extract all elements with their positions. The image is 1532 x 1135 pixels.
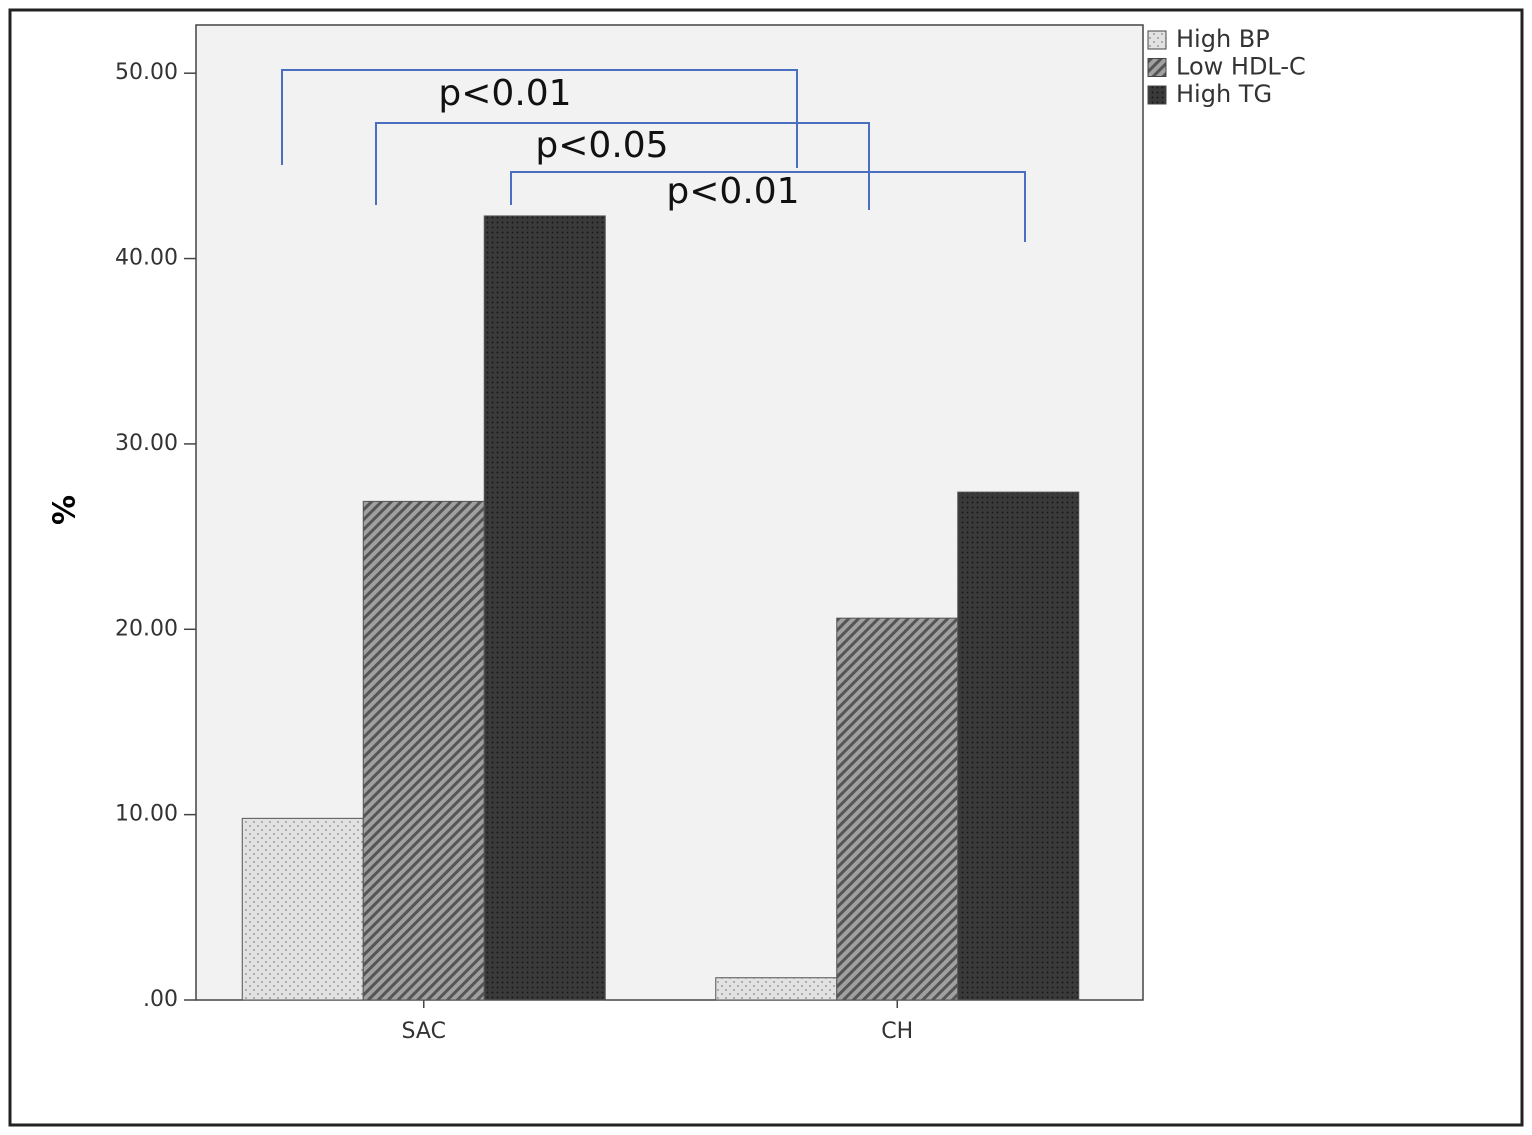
y-tick-label: .00 (143, 987, 178, 1012)
y-tick-label: 30.00 (115, 431, 178, 456)
legend-label: High TG (1176, 80, 1272, 108)
y-tick-label: 40.00 (115, 246, 178, 271)
bar (836, 617, 959, 1001)
bar (715, 977, 838, 1001)
y-tick-label: 20.00 (115, 616, 178, 641)
bar (362, 500, 485, 1001)
legend-label: High BP (1176, 25, 1270, 53)
bar (483, 215, 606, 1001)
x-tick-label: CH (881, 1019, 913, 1044)
legend-label: Low HDL-C (1176, 53, 1306, 81)
brackets (281, 69, 1026, 242)
bar (957, 491, 1080, 1001)
y-tick-label: 10.00 (115, 802, 178, 827)
y-tick-label: 50.00 (115, 60, 178, 85)
legend-swatch (1147, 58, 1167, 77)
legend-swatch (1147, 30, 1167, 50)
annotation: p<0.01 (438, 73, 571, 114)
annotation: p<0.01 (666, 171, 799, 212)
bracket (281, 69, 798, 168)
legend-swatch (1147, 85, 1167, 105)
bracket (375, 122, 870, 210)
x-tick-label: SAC (402, 1019, 446, 1044)
bracket (510, 171, 1026, 242)
y-axis-label: % (48, 495, 83, 525)
bar (241, 817, 364, 1001)
annotation: p<0.05 (535, 125, 668, 166)
frame (8, 8, 1524, 1127)
